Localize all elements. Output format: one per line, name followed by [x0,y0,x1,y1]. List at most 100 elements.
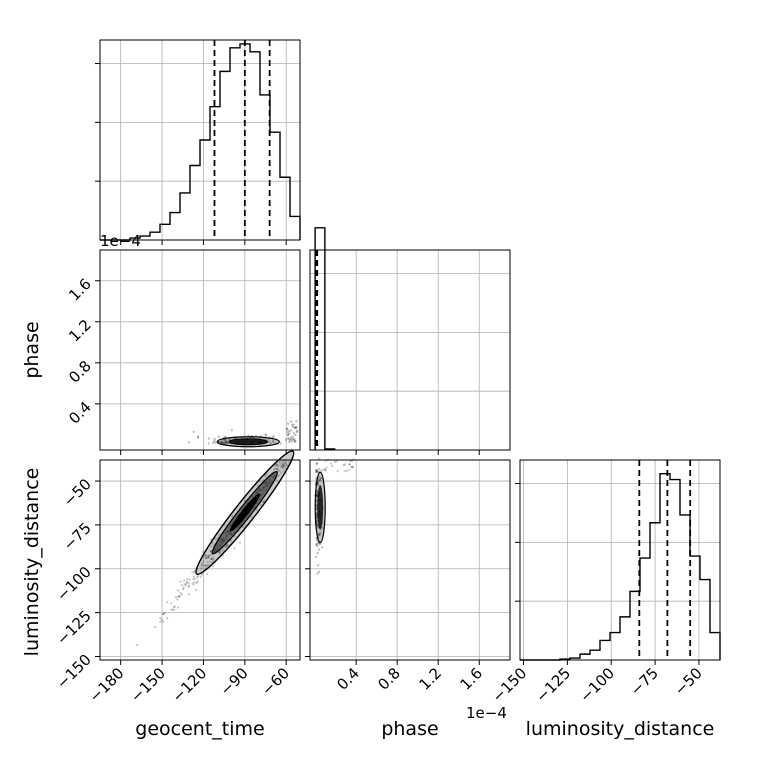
time-lumdist-point [209,560,212,563]
phase-lumdist-point [333,460,337,464]
time-lumdist-point [178,595,181,598]
time-phase-point [264,434,268,437]
phase-lumdist-point [315,490,319,493]
time-lumdist-point [194,588,198,591]
time-phase-point [295,430,299,434]
time-lumdist-point [210,557,213,561]
time-lumdist-point [286,463,289,467]
phase-lumdist-xtick-label-1: 0.8 [374,664,404,694]
time-lumdist-point [172,605,175,609]
time-phase-point [289,437,293,441]
time-lumdist-point [183,579,186,582]
time-lumdist-point [209,549,213,553]
time-phase-point [288,440,291,444]
hist-phase-frame [309,249,511,451]
time-lumdist-point [200,573,203,576]
time-phase-point [279,442,282,445]
time-lumdist-point [278,460,281,463]
time-phase-point [224,439,228,442]
phase-lumdist-background [310,460,510,660]
time-lumdist-point [280,462,284,465]
time-lumdist-point [207,563,210,566]
time-lumdist-point [275,467,278,470]
time-lumdist-point [201,550,205,554]
time-phase-point [291,425,295,429]
phase-lumdist-point [318,467,321,471]
time-lumdist-point [177,589,180,592]
phase-lumdist-point [329,462,333,465]
time-lumdist-point [188,578,191,581]
time-phase-point [295,420,298,423]
time-lumdist-point [277,468,280,472]
time-phase-point [213,439,216,443]
phase-lumdist-point [319,477,323,480]
time-lumdist-point [212,543,215,547]
time-lumdist-point [283,465,286,468]
phase-lumdist-point [315,470,319,474]
time-lumdist-point [206,561,209,564]
phase-lumdist-point [317,533,321,536]
time-lumdist-point [207,554,211,558]
time-lumdist-point [280,471,283,474]
labels-group: geocent_time phase luminosity_distance p… [21,232,714,740]
phase-lumdist-gridlines [310,460,510,660]
time-phase-point [220,440,223,443]
time-lumdist-frame [99,459,301,661]
time-phase-point [225,441,229,444]
time-phase-ytick-label-1: 0.8 [65,357,95,387]
time-lumdist-point [205,564,208,567]
geocent-hist-line [100,43,301,241]
time-lumdist-point [163,612,166,615]
phase-lumdist-point [316,483,319,486]
time-lumdist-point [187,585,190,588]
time-phase-point [226,441,230,445]
time-phase-point [271,439,275,443]
phase-lumdist-point [331,464,334,468]
phase-lumdist-point [343,463,347,466]
time-lumdist-point [218,534,221,537]
phase-lumdist-point [348,463,351,466]
time-lumdist-point [195,581,198,584]
time-lumdist-point [211,559,215,562]
phase-lumdist-contour-inner [317,485,324,530]
hist-lumdist-frame [519,459,721,661]
phase-lumdist-point [316,572,319,575]
time-phase-point [217,435,221,438]
time-lumdist-xtick-label-2: −120 [168,664,210,706]
time-phase-point [288,439,292,442]
time-lumdist-point [275,468,278,471]
hist-lumdist-gridlines [520,460,720,660]
time-phase-point [290,440,294,443]
time-lumdist-point [204,554,208,558]
time-phase-ytick-label-0: 0.4 [65,398,95,428]
phase-lumdist-point [351,465,355,469]
hist-lumdist-xtick-label-4: −50 [671,664,706,699]
phase-lumdist-point [316,483,320,486]
time-lumdist-point [280,465,283,468]
time-lumdist-point [226,544,229,547]
time-lumdist-point [284,462,287,465]
time-phase-point [293,426,296,430]
phase-lumdist-point [319,528,322,532]
time-phase-point [219,441,222,444]
time-phase-point [211,441,215,444]
time-phase-point [207,437,210,440]
time-lumdist-point [209,550,212,553]
hist-lumdist-xtick-label-2: −100 [576,664,618,706]
time-lumdist-point [278,474,281,477]
time-lumdist-point [262,500,265,503]
time-lumdist-point [177,595,180,598]
phase-lumdist-point [315,543,318,546]
time-lumdist-point [259,503,262,506]
time-lumdist-point [186,578,189,581]
time-lumdist-point [192,578,195,581]
time-phase-point [286,433,290,436]
time-phase-frame [99,249,301,451]
phase-lumdist-panel [310,460,510,660]
phase-lumdist-point [336,469,340,473]
time-lumdist-point [159,616,162,620]
time-lumdist-point [174,596,178,599]
time-phase-point [220,440,223,444]
time-lumdist-point [217,551,221,555]
time-phase-point [225,440,229,443]
